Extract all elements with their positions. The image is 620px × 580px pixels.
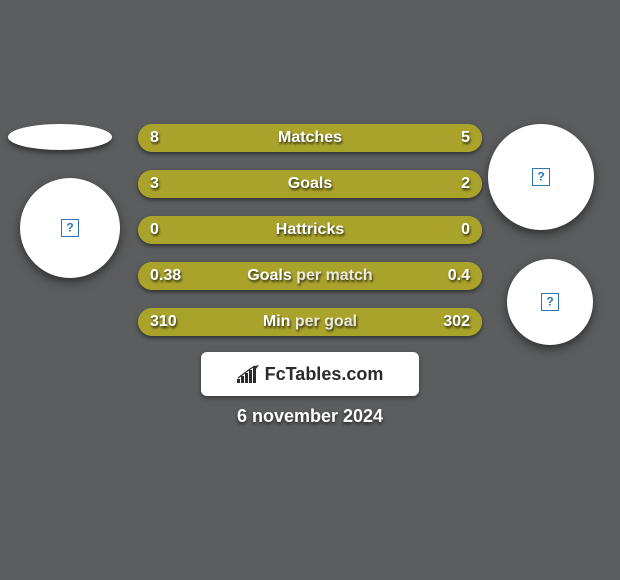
right-bottom-circle — [507, 259, 593, 345]
stat-bar: 8 5 Matches — [138, 124, 482, 152]
placeholder-icon — [532, 168, 550, 186]
bar-right-value: 0 — [461, 221, 470, 239]
brand-text: FcTables.com — [265, 364, 384, 385]
top-left-ellipse — [8, 124, 112, 150]
date-text: 6 november 2024 — [0, 406, 620, 427]
bar-left-value: 0.38 — [150, 267, 181, 285]
bar-label: Goals per match — [247, 267, 372, 285]
bar-right-value: 5 — [461, 129, 470, 147]
brand-box: FcTables.com — [201, 352, 419, 396]
stat-bars: 8 5 Matches 3 2 Goals 0 0 Hattricks 0.38 0.4 Goals … — [138, 124, 482, 354]
fctables-icon — [237, 365, 259, 383]
bar-label: Goals — [288, 175, 332, 193]
left-player-circle — [20, 178, 120, 278]
bar-label: Hattricks — [276, 221, 344, 239]
stat-bar: 310 302 Min per goal — [138, 308, 482, 336]
comparison-infographic: Katulondi vs Mbaye Niang Club competitio… — [0, 0, 620, 580]
stat-bar: 3 2 Goals — [138, 170, 482, 198]
stat-bar: 0.38 0.4 Goals per match — [138, 262, 482, 290]
bar-label: Matches — [278, 129, 342, 147]
placeholder-icon — [61, 219, 79, 237]
bar-left-value: 3 — [150, 175, 159, 193]
stat-bar: 0 0 Hattricks — [138, 216, 482, 244]
bar-right-value: 0.4 — [448, 267, 470, 285]
right-top-circle — [488, 124, 594, 230]
bar-left-value: 8 — [150, 129, 159, 147]
bar-label: Min per goal — [263, 313, 357, 331]
bar-right-value: 2 — [461, 175, 470, 193]
bar-left-value: 310 — [150, 313, 177, 331]
bar-left-value: 0 — [150, 221, 159, 239]
bar-right-value: 302 — [443, 313, 470, 331]
placeholder-icon — [541, 293, 559, 311]
